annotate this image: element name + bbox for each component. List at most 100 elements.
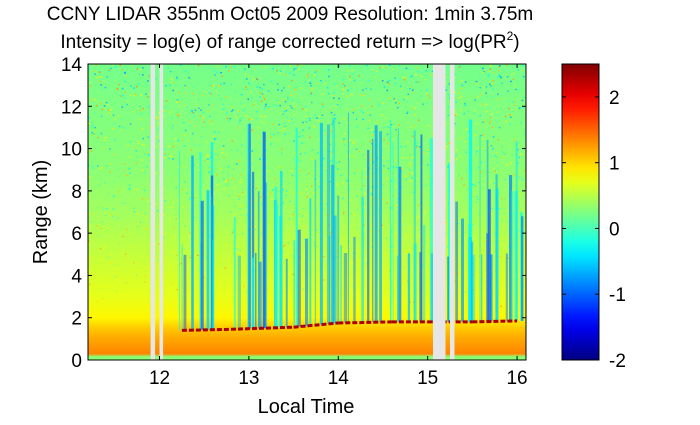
noise-pixel [259,92,261,94]
noise-pixel [494,155,497,157]
noise-pixel [409,168,411,171]
noise-pixel [236,248,239,250]
noise-pixel [337,102,340,104]
noise-pixel [427,207,429,209]
colorbar-frame [561,63,600,361]
noise-pixel [230,211,232,213]
noise-pixel [405,251,408,253]
noise-pixel [409,126,412,129]
noise-pixel [164,148,167,150]
noise-pixel [405,175,407,178]
noise-pixel [318,120,320,123]
noise-pixel [329,181,331,183]
noise-pixel [399,78,401,80]
noise-pixel [507,236,510,238]
streak [468,119,473,322]
noise-pixel [363,244,366,246]
noise-pixel [415,74,417,76]
noise-pixel [288,72,291,74]
noise-pixel [480,134,482,137]
noise-pixel [335,75,338,77]
noise-pixel [388,80,391,82]
noise-pixel [116,219,118,221]
noise-pixel [232,102,234,104]
noise-pixel [305,226,307,228]
noise-pixel [447,114,450,117]
noise-pixel [196,92,198,95]
noise-pixel [417,204,420,206]
noise-pixel [340,91,343,93]
noise-pixel [90,67,93,70]
noise-pixel [258,135,260,137]
noise-pixel [390,65,393,67]
noise-pixel [428,142,430,144]
noise-pixel [429,72,431,74]
noise-pixel [401,83,403,86]
noise-pixel [202,191,205,193]
noise-pixel [370,192,373,194]
noise-pixel [462,110,464,112]
noise-pixel [231,233,233,235]
noise-pixel [281,148,283,150]
noise-pixel [263,107,266,110]
noise-pixel [256,276,259,279]
noise-pixel [459,65,462,67]
noise-pixel [336,104,339,106]
noise-pixel [342,92,344,95]
noise-pixel [131,124,134,126]
noise-pixel [241,188,244,190]
noise-pixel [171,156,174,158]
noise-pixel [90,221,92,223]
noise-pixel [393,98,395,100]
noise-pixel [301,215,304,217]
noise-pixel [174,219,177,221]
data-gap [159,64,164,360]
noise-pixel [335,85,338,87]
noise-pixel [197,64,200,67]
chart-title-line1: CCNY LIDAR 355nm Oct05 2009 Resolution: … [47,4,534,25]
noise-pixel [391,172,394,175]
noise-pixel [100,84,102,86]
noise-pixel [169,221,171,224]
noise-pixel [100,288,103,290]
noise-pixel [503,198,506,201]
noise-pixel [480,266,482,268]
noise-pixel [123,97,126,99]
noise-pixel [373,217,375,219]
noise-pixel [471,194,474,196]
noise-pixel [125,270,128,272]
noise-pixel [405,76,407,78]
noise-pixel [139,109,142,111]
noise-pixel [305,126,308,129]
noise-pixel [229,96,231,99]
noise-pixel [464,81,467,83]
noise-pixel [346,151,349,153]
noise-pixel [350,199,352,202]
noise-pixel [509,114,511,116]
noise-pixel [447,93,450,96]
noise-pixel [336,233,338,235]
noise-pixel [293,93,295,95]
noise-pixel [210,93,212,95]
noise-pixel [351,93,353,96]
noise-pixel [110,107,112,110]
noise-pixel [317,263,320,265]
noise-pixel [244,107,246,110]
noise-pixel [472,141,475,144]
noise-pixel [176,78,178,80]
noise-pixel [282,113,284,115]
noise-pixel [353,172,356,174]
noise-pixel [112,215,114,218]
noise-pixel [223,178,225,180]
noise-pixel [137,73,139,75]
noise-pixel [164,154,167,156]
noise-pixel [105,165,108,167]
noise-pixel [409,162,412,164]
noise-pixel [444,122,447,124]
noise-pixel [498,92,500,94]
noise-pixel [385,254,387,256]
noise-pixel [291,79,293,82]
noise-pixel [207,158,209,160]
noise-pixel [309,119,311,121]
noise-pixel [170,205,172,207]
